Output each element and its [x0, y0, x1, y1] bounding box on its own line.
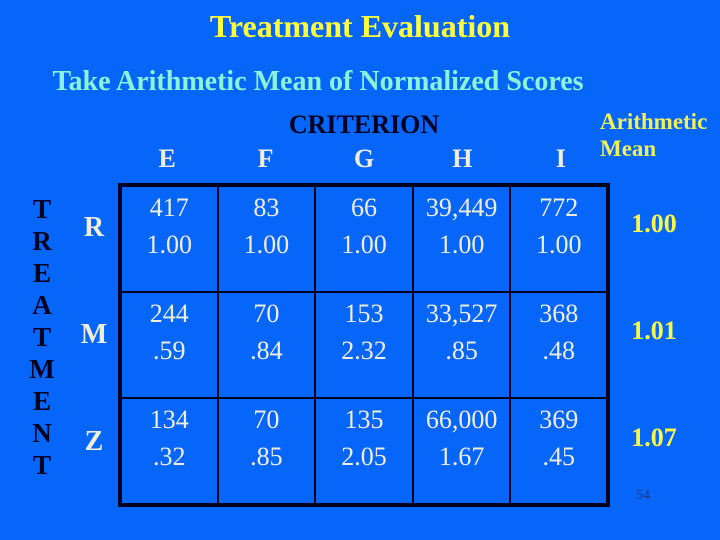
- cell-r-f: 83 1.00: [216, 184, 317, 293]
- normalized-score: .32: [153, 442, 186, 471]
- cell-r-g: 66 1.00: [314, 184, 414, 293]
- treatment-letter: M: [29, 354, 55, 384]
- normalized-score: 1.00: [438, 230, 485, 259]
- mean-value-z: 1.07: [631, 422, 677, 452]
- cell-z-e: 134 .32: [119, 397, 219, 506]
- mean-values-column: 1.00 1.01 1.07: [608, 183, 700, 503]
- normalized-score: .85: [250, 442, 283, 471]
- raw-score: 66,000: [425, 405, 498, 434]
- cell-z-g: 135 2.05: [314, 397, 414, 506]
- table-row: 417 1.00 83 1.00 66 1.00 39,449 1.00 772…: [119, 184, 609, 293]
- raw-score: 70: [253, 299, 280, 328]
- slide-title: Treatment Evaluation: [209, 8, 511, 44]
- arithmetic-mean-label-line1: Arithmetic: [600, 109, 708, 134]
- column-header-h: H: [452, 144, 473, 173]
- cell-r-h: 39,449 1.00: [411, 184, 512, 293]
- treatment-letter: R: [32, 226, 52, 256]
- cell-m-e: 244 .59: [119, 291, 219, 399]
- raw-score: 369: [539, 405, 579, 434]
- treatment-letter: E: [32, 258, 51, 288]
- cell-m-h: 33,527 .85: [411, 291, 512, 399]
- cell-z-i: 369 .45: [509, 397, 609, 506]
- normalized-score: 1.00: [535, 230, 582, 259]
- column-header-f: F: [257, 144, 274, 173]
- raw-score: 244: [149, 299, 189, 328]
- column-headers: E F G H I: [118, 144, 610, 174]
- raw-score: 417: [149, 193, 189, 222]
- raw-score: 39,449: [425, 193, 498, 222]
- row-label-r: R: [83, 212, 105, 244]
- mean-value-m: 1.01: [631, 316, 677, 345]
- criterion-group-label: CRITERION: [288, 110, 440, 139]
- normalized-score: .45: [542, 442, 575, 471]
- treatment-vertical-label: T R E A T M E N T: [24, 193, 60, 481]
- cell-m-f: 70 .84: [216, 291, 317, 399]
- normalized-score: .48: [542, 336, 575, 365]
- mean-value-r: 1.00: [631, 209, 677, 239]
- table-row: 134 .32 70 .85 135 2.05 66,000 1.67 369 …: [119, 397, 609, 506]
- raw-score: 135: [344, 405, 384, 434]
- raw-score: 368: [539, 299, 579, 328]
- cell-r-e: 417 1.00: [119, 184, 219, 293]
- normalized-score: .84: [250, 336, 283, 365]
- column-header-g: G: [353, 144, 375, 173]
- cell-m-g: 153 2.32: [314, 291, 414, 399]
- arithmetic-mean-label-line2: Mean: [600, 136, 657, 161]
- raw-score: 134: [149, 405, 189, 434]
- normalized-score: 1.67: [438, 442, 485, 471]
- cell-z-h: 66,000 1.67: [411, 397, 512, 506]
- treatment-letter: T: [32, 322, 51, 352]
- normalized-score: 1.00: [243, 230, 290, 259]
- raw-score: 70: [253, 405, 280, 434]
- treatment-letter: T: [32, 194, 51, 224]
- normalized-score: 2.32: [341, 336, 387, 365]
- page-number: 54: [636, 488, 650, 503]
- treatment-letter: E: [32, 386, 51, 416]
- normalized-score: 2.05: [341, 442, 387, 471]
- treatment-letter: T: [32, 450, 51, 480]
- raw-score: 772: [539, 193, 579, 222]
- cell-z-f: 70 .85: [216, 397, 317, 506]
- treatment-letter: N: [32, 418, 52, 448]
- normalized-score: .85: [445, 336, 478, 365]
- table-row: 244 .59 70 .84 153 2.32 33,527 .85 368 .…: [119, 291, 609, 399]
- cell-r-i: 772 1.00: [509, 184, 609, 293]
- column-header-e: E: [158, 144, 176, 173]
- scores-table: 417 1.00 83 1.00 66 1.00 39,449 1.00 772…: [118, 183, 610, 507]
- raw-score: 83: [253, 193, 280, 222]
- raw-score: 33,527: [425, 299, 498, 328]
- raw-score: 66: [350, 193, 377, 222]
- row-label-z: Z: [84, 425, 104, 457]
- normalized-score: 1.00: [341, 230, 387, 259]
- treatment-letter: A: [32, 290, 52, 320]
- normalized-score: 1.00: [146, 230, 193, 259]
- arithmetic-mean-label: Arithmetic Mean: [600, 108, 720, 162]
- raw-score: 153: [344, 299, 384, 328]
- cell-m-i: 368 .48: [509, 291, 609, 399]
- slide-subtitle: Take Arithmetic Mean of Normalized Score…: [52, 66, 584, 97]
- column-header-i: I: [555, 144, 566, 173]
- row-labels: R M Z: [72, 183, 116, 503]
- normalized-score: .59: [153, 336, 186, 365]
- row-label-m: M: [80, 319, 108, 350]
